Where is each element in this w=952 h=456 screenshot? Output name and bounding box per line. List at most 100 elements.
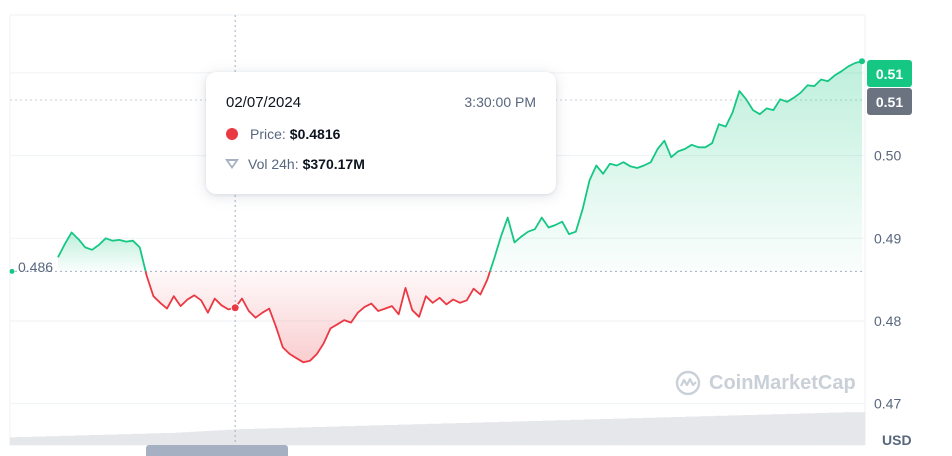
volume-bar bbox=[663, 417, 672, 445]
volume-bar bbox=[196, 431, 205, 445]
volume-bar bbox=[764, 414, 772, 445]
volume-bar bbox=[757, 414, 765, 445]
y-tick-label: 0.50 bbox=[874, 148, 901, 164]
range-scroll-handle[interactable] bbox=[146, 445, 288, 456]
volume-bar bbox=[520, 421, 528, 445]
volume-bar bbox=[692, 416, 701, 445]
volume-bar bbox=[81, 435, 90, 445]
volume-bar bbox=[96, 435, 104, 445]
volume-bar bbox=[132, 433, 140, 445]
volume-bar bbox=[441, 423, 449, 445]
volume-bar bbox=[433, 423, 442, 445]
volume-bar bbox=[218, 430, 226, 445]
volume-bar bbox=[297, 427, 305, 445]
volume-bar bbox=[649, 417, 657, 445]
volume-bar bbox=[419, 424, 428, 445]
volume-bar bbox=[24, 437, 32, 445]
reference-price-badge: 0.51 bbox=[867, 88, 912, 115]
volume-bar bbox=[146, 433, 154, 445]
tooltip-price-label: Price: bbox=[250, 126, 286, 142]
volume-bar bbox=[829, 412, 837, 445]
volume-bar bbox=[706, 416, 715, 445]
volume-bar bbox=[239, 429, 248, 445]
volume-bar bbox=[268, 428, 277, 445]
volume-bar bbox=[283, 427, 291, 445]
volume-bar bbox=[31, 436, 40, 445]
volume-bar bbox=[570, 419, 578, 445]
volume-bar bbox=[160, 433, 169, 445]
volume-bar bbox=[390, 425, 399, 445]
volume-bar bbox=[103, 434, 111, 445]
volume-bar bbox=[318, 427, 327, 445]
volume-bar bbox=[362, 425, 370, 445]
tooltip-price-value: $0.4816 bbox=[289, 126, 341, 142]
tooltip-price-row: Price: $0.4816 bbox=[226, 126, 340, 142]
volume-bar bbox=[347, 426, 356, 445]
volume-bar bbox=[678, 417, 686, 445]
volume-bar bbox=[721, 415, 729, 445]
volume-bar bbox=[153, 433, 162, 445]
current-price-badge: 0.51 bbox=[867, 60, 912, 87]
y-tick-label: 0.47 bbox=[874, 396, 901, 412]
down-line bbox=[144, 271, 491, 364]
volume-bar bbox=[541, 420, 550, 445]
volume-bar bbox=[45, 436, 54, 445]
volume-bar bbox=[326, 426, 334, 445]
volume-bar bbox=[247, 429, 255, 445]
volume-bar bbox=[477, 422, 485, 445]
volume-bar bbox=[491, 422, 499, 445]
volume-bar bbox=[168, 433, 176, 445]
volume-bar bbox=[699, 416, 708, 445]
down-area bbox=[145, 271, 490, 363]
reference-price-label: 0.486 bbox=[18, 259, 54, 275]
volume-bar bbox=[175, 432, 183, 445]
volume-bar bbox=[139, 433, 147, 445]
volume-bar bbox=[369, 425, 377, 445]
last-price-dot bbox=[859, 58, 865, 65]
volume-bar bbox=[38, 436, 47, 445]
volume-bar bbox=[685, 416, 693, 445]
volume-bar bbox=[10, 437, 18, 445]
tooltip-volume-row: Vol 24h: $370.17M bbox=[225, 156, 365, 172]
volume-bar bbox=[857, 412, 866, 445]
volume-bar bbox=[275, 428, 284, 445]
up-line bbox=[489, 60, 863, 272]
volume-bar bbox=[426, 423, 435, 445]
volume-bar bbox=[17, 437, 25, 445]
volume-bar bbox=[527, 421, 535, 445]
volume-bar bbox=[577, 419, 586, 445]
volume-bar bbox=[412, 424, 420, 445]
volume-bar bbox=[182, 432, 190, 445]
volume-bar bbox=[376, 425, 384, 445]
volume-bar bbox=[455, 423, 463, 445]
volume-bar bbox=[656, 417, 665, 445]
tooltip-volume-value: $370.17M bbox=[302, 156, 365, 172]
volume-bar bbox=[563, 420, 571, 445]
volume-bar bbox=[462, 423, 471, 445]
coinmarketcap-logo-icon bbox=[675, 370, 701, 396]
volume-bar bbox=[189, 431, 198, 445]
volume-bar bbox=[635, 418, 643, 445]
volume-bar bbox=[627, 418, 636, 445]
volume-bar bbox=[671, 417, 679, 445]
volume-bar bbox=[67, 435, 75, 445]
volume-bar bbox=[771, 414, 780, 445]
volume-bar bbox=[620, 418, 629, 445]
volume-bar bbox=[735, 415, 744, 445]
volume-bar bbox=[821, 413, 830, 445]
volume-bar bbox=[642, 417, 650, 445]
price-lines bbox=[9, 60, 863, 364]
volume-bar bbox=[714, 415, 722, 445]
tooltip-volume-label: Vol 24h: bbox=[248, 156, 299, 172]
volume-bar bbox=[203, 431, 212, 445]
volume-bar bbox=[505, 421, 514, 445]
volume-bar bbox=[800, 413, 808, 445]
volume-bar bbox=[397, 424, 406, 445]
up-line bbox=[57, 231, 147, 272]
y-tick-label: 0.49 bbox=[874, 230, 901, 246]
volume-bar bbox=[843, 412, 851, 445]
volume-bar bbox=[512, 421, 521, 445]
volume-bar bbox=[340, 426, 348, 445]
tooltip-time: 3:30:00 PM bbox=[464, 94, 536, 110]
